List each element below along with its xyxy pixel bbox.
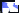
FancyArrowPatch shape: [9, 5, 19, 13]
Text: Deploy in
production: Deploy in production: [0, 0, 19, 13]
FancyArrowPatch shape: [0, 0, 11, 4]
FancyArrowPatch shape: [0, 1, 8, 13]
Text: Design
system: Design system: [0, 0, 19, 13]
Text: Collect/
Label Data: Collect/ Label Data: [0, 0, 19, 13]
Text: Train
Model: Train Model: [0, 0, 19, 13]
FancyArrowPatch shape: [0, 1, 5, 13]
FancyBboxPatch shape: [10, 4, 12, 6]
FancyBboxPatch shape: [5, 7, 8, 9]
Text: Verify
system: Verify system: [0, 0, 19, 13]
FancyArrowPatch shape: [0, 1, 11, 13]
FancyArrowPatch shape: [6, 0, 19, 7]
FancyBboxPatch shape: [8, 7, 11, 9]
FancyArrowPatch shape: [10, 0, 19, 9]
FancyArrowPatch shape: [11, 0, 19, 6]
FancyArrowPatch shape: [1, 0, 15, 6]
FancyArrowPatch shape: [10, 0, 19, 8]
FancyBboxPatch shape: [13, 4, 16, 6]
FancyArrowPatch shape: [0, 1, 14, 13]
FancyBboxPatch shape: [7, 4, 10, 6]
FancyArrowPatch shape: [13, 0, 19, 9]
Text: Scope
Project: Scope Project: [0, 0, 19, 13]
FancyBboxPatch shape: [14, 7, 16, 9]
FancyArrowPatch shape: [0, 0, 11, 6]
FancyArrowPatch shape: [0, 0, 5, 6]
FancyArrowPatch shape: [11, 0, 19, 7]
Text: Deploy in
production: Deploy in production: [0, 0, 19, 13]
FancyBboxPatch shape: [4, 4, 6, 6]
Text: Implement
system: Implement system: [0, 0, 19, 13]
FancyArrowPatch shape: [7, 0, 19, 8]
FancyBboxPatch shape: [3, 7, 5, 9]
FancyArrowPatch shape: [0, 0, 9, 6]
Text: Scope
Project: Scope Project: [0, 0, 19, 13]
FancyBboxPatch shape: [11, 7, 14, 9]
